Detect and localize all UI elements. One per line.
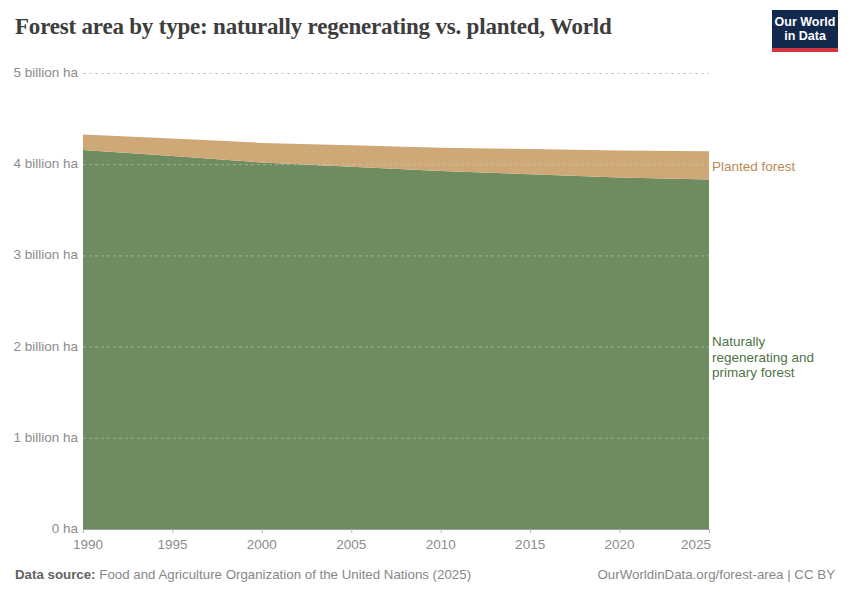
- area-naturally-regenerating[interactable]: [83, 150, 709, 529]
- y-tick-label: 2 billion ha: [0, 338, 78, 356]
- x-tick-label: 2000: [247, 537, 277, 553]
- y-tick-label: 0 ha: [0, 520, 78, 538]
- x-tick-label: 2020: [605, 537, 635, 553]
- stacked-area-chart[interactable]: [0, 0, 850, 600]
- owid-link[interactable]: OurWorldinData.org/forest-area | CC BY: [598, 567, 835, 582]
- data-source-note: Data source: Food and Agriculture Organi…: [15, 567, 471, 582]
- x-tick-label: 2010: [426, 537, 456, 553]
- y-tick-label: 4 billion ha: [0, 155, 78, 173]
- x-tick-label: 2005: [336, 537, 366, 553]
- x-tick-label: 1990: [73, 537, 103, 553]
- x-tick-label: 2015: [515, 537, 545, 553]
- y-tick-label: 1 billion ha: [0, 429, 78, 447]
- x-tick-label: 2025: [681, 537, 711, 553]
- y-tick-label: 3 billion ha: [0, 246, 78, 264]
- chart-footer: Data source: Food and Agriculture Organi…: [15, 567, 835, 587]
- data-source-label: Data source:: [15, 567, 96, 582]
- owid-chart: Forest area by type: naturally regenerat…: [0, 0, 850, 600]
- series-label-naturally-regenerating: Naturally regenerating and primary fores…: [712, 334, 832, 381]
- series-label-planted-forest: Planted forest: [712, 159, 795, 175]
- x-tick-label: 1995: [157, 537, 187, 553]
- data-source-text: Food and Agriculture Organization of the…: [99, 567, 471, 582]
- y-tick-label: 5 billion ha: [0, 64, 78, 82]
